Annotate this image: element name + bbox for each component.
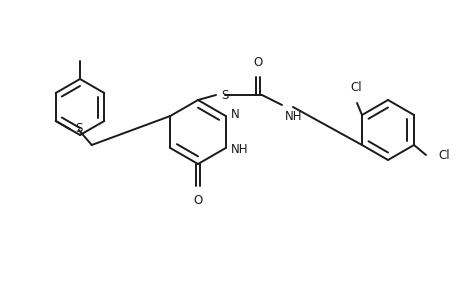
Text: N: N xyxy=(230,107,239,121)
Text: S: S xyxy=(75,122,82,134)
Text: Cl: Cl xyxy=(437,148,448,161)
Text: NH: NH xyxy=(285,110,302,123)
Text: S: S xyxy=(220,88,228,101)
Text: O: O xyxy=(193,194,202,207)
Text: Cl: Cl xyxy=(349,81,361,94)
Text: NH: NH xyxy=(230,142,248,155)
Text: O: O xyxy=(253,56,262,69)
